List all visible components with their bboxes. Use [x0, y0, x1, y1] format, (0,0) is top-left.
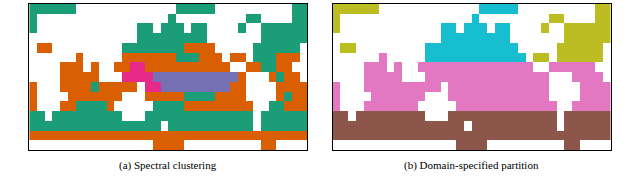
svg-text:(b) Domain-specified partition: (b) Domain-specified partition [404, 159, 539, 172]
svg-text:(a) Spectral clustering: (a) Spectral clustering [119, 159, 217, 172]
